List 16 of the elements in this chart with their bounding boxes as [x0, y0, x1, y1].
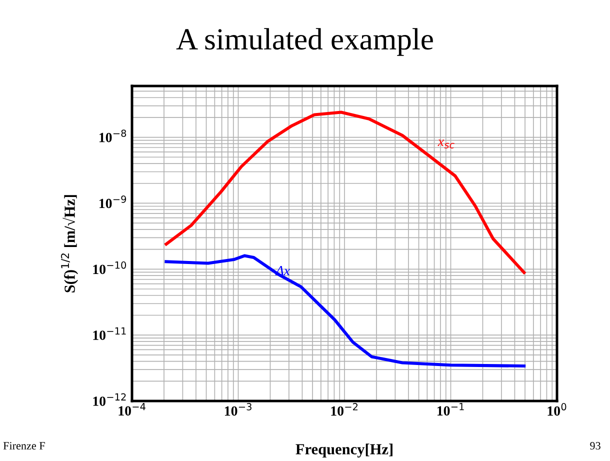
- y-axis-title: S(f)$^{1/2}$ [m/√Hz]: [60, 195, 78, 292]
- text: 93: [590, 442, 600, 450]
- x-tick-label: 10$^{−1}$: [437, 403, 464, 416]
- x-tick-label: 10$^{−2}$: [331, 403, 358, 416]
- x-tick-label: 10$^{−3}$: [224, 403, 252, 416]
- text: Firenze F: [3, 442, 45, 450]
- y-tick-label: 10$^{−8}$: [100, 130, 126, 142]
- x-tick-label: 10$^{0}$: [548, 403, 566, 416]
- x-axis-title: Frequency[Hz]: [296, 444, 392, 458]
- series-label: x$_{sc}$: [438, 140, 454, 148]
- chart-title: A simulated example: [176, 28, 433, 56]
- y-tick-label: 10$^{−10}$: [93, 261, 126, 274]
- y-tick-label: 10$^{−11}$: [93, 327, 126, 340]
- x-tick-label: 10$^{−4}$: [118, 403, 146, 416]
- y-tick-label: 10$^{−12}$: [93, 393, 126, 406]
- y-tick-label: 10$^{−9}$: [100, 195, 126, 208]
